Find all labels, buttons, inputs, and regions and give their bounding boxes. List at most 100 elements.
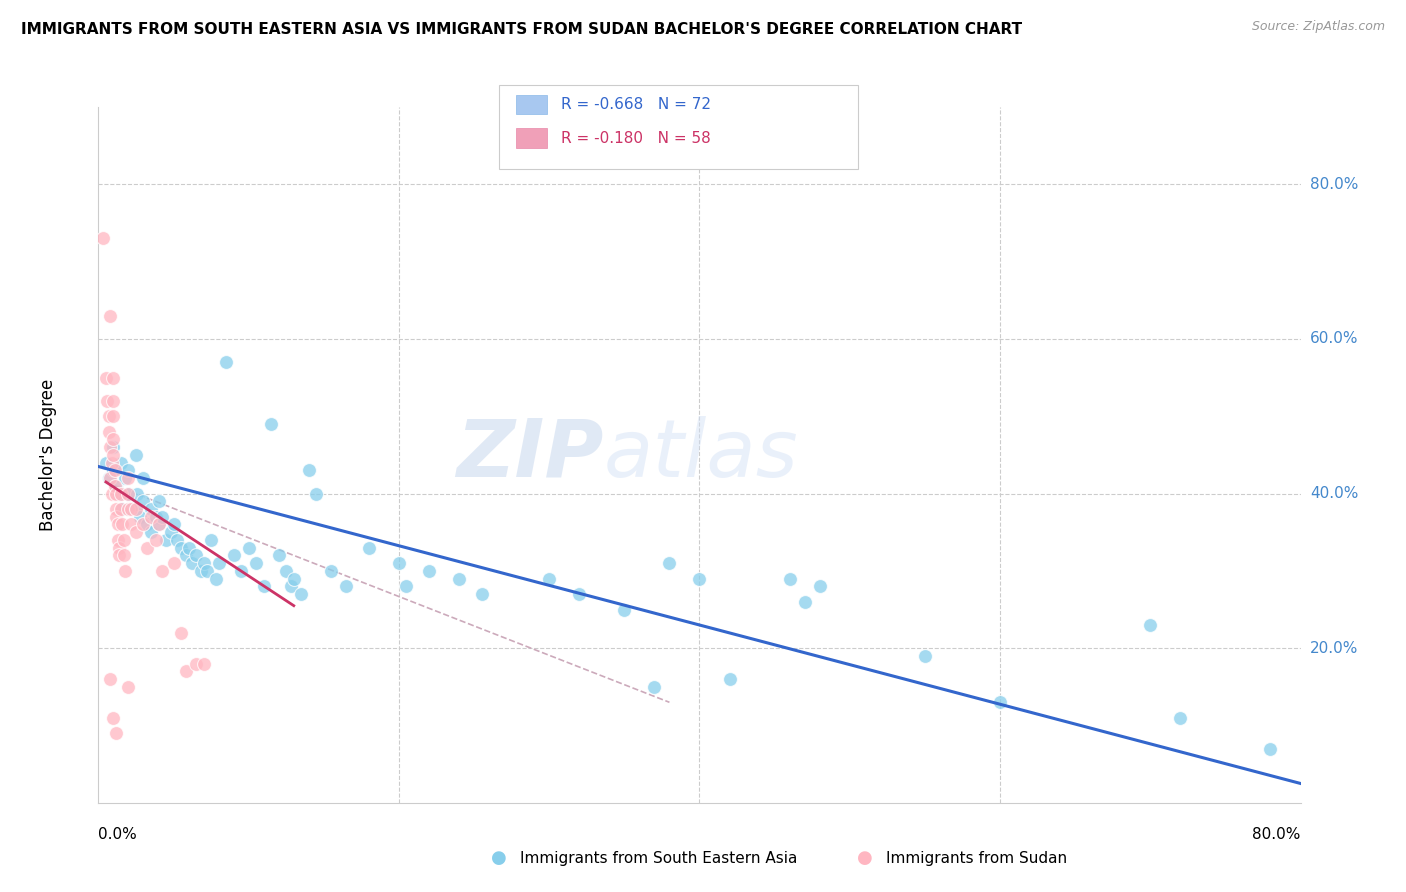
Point [658,556,681,570]
Point [174,549,197,563]
Point [150,509,173,524]
Point [538,572,561,586]
Point [808,579,831,593]
Point [101,456,124,470]
Point [121,502,143,516]
Text: Immigrants from Sudan: Immigrants from Sudan [886,851,1067,865]
Point [1170,711,1192,725]
Point [91,231,114,245]
Point [132,494,155,508]
Point [114,471,136,485]
Point [100,672,122,686]
Point [231,564,253,578]
Point [159,525,181,540]
Point [107,533,129,547]
Point [135,541,157,555]
Text: Immigrants from South Eastern Asia: Immigrants from South Eastern Asia [520,851,797,865]
Point [245,556,267,570]
Text: Bachelor's Degree: Bachelor's Degree [39,379,56,531]
Point [145,509,167,524]
Point [568,587,591,601]
Point [290,587,312,601]
Point [145,533,167,547]
Point [104,463,127,477]
Point [174,665,197,679]
Point [97,471,120,485]
Point [357,541,380,555]
Point [132,517,155,532]
Point [117,463,139,477]
Point [321,564,343,578]
Point [127,486,149,500]
Point [103,448,125,462]
Point [94,370,117,384]
Point [108,549,131,563]
Point [471,587,494,601]
Point [132,471,155,485]
Point [267,549,290,563]
Point [112,549,135,563]
Point [305,486,328,500]
Point [166,533,188,547]
Point [1139,618,1161,632]
Point [177,541,200,555]
Point [988,695,1011,709]
Point [108,541,131,555]
Point [184,657,207,671]
Point [388,556,411,570]
Point [195,564,218,578]
Point [170,541,193,555]
Point [180,556,202,570]
Text: 80.0%: 80.0% [1253,827,1301,842]
Point [162,556,184,570]
Point [107,517,129,532]
Text: 0.0%: 0.0% [98,827,138,842]
Point [117,471,139,485]
Point [100,440,122,454]
Point [103,463,125,477]
Point [184,549,207,563]
Point [643,680,665,694]
Point [139,509,162,524]
Point [260,417,283,431]
Text: ZIP: ZIP [456,416,603,494]
Point [280,579,302,593]
Point [779,572,801,586]
Point [162,517,184,532]
Point [111,502,134,516]
Text: 80.0%: 80.0% [1310,177,1358,192]
Point [193,556,215,570]
Point [253,579,276,593]
Point [114,564,136,578]
Text: ●: ● [491,849,508,867]
Point [110,502,132,516]
Point [111,517,134,532]
Point [103,393,125,408]
Point [418,564,440,578]
Point [103,440,125,454]
Point [718,672,741,686]
Point [139,525,162,540]
Point [105,502,128,516]
Point [139,502,162,516]
Point [613,602,636,616]
Point [283,572,305,586]
Point [96,393,118,408]
Text: IMMIGRANTS FROM SOUTH EASTERN ASIA VS IMMIGRANTS FROM SUDAN BACHELOR'S DEGREE CO: IMMIGRANTS FROM SOUTH EASTERN ASIA VS IM… [21,22,1022,37]
Text: atlas: atlas [603,416,799,494]
Point [193,657,215,671]
Point [110,456,132,470]
Point [222,549,245,563]
Text: 60.0%: 60.0% [1310,332,1358,346]
Point [103,433,125,447]
Point [208,556,231,570]
Point [108,486,131,500]
Text: ●: ● [856,849,873,867]
Point [215,355,238,369]
Point [103,711,125,725]
Text: 20.0%: 20.0% [1310,640,1358,656]
Text: Source: ZipAtlas.com: Source: ZipAtlas.com [1251,20,1385,33]
Point [117,486,139,500]
Point [104,479,127,493]
Point [135,517,157,532]
